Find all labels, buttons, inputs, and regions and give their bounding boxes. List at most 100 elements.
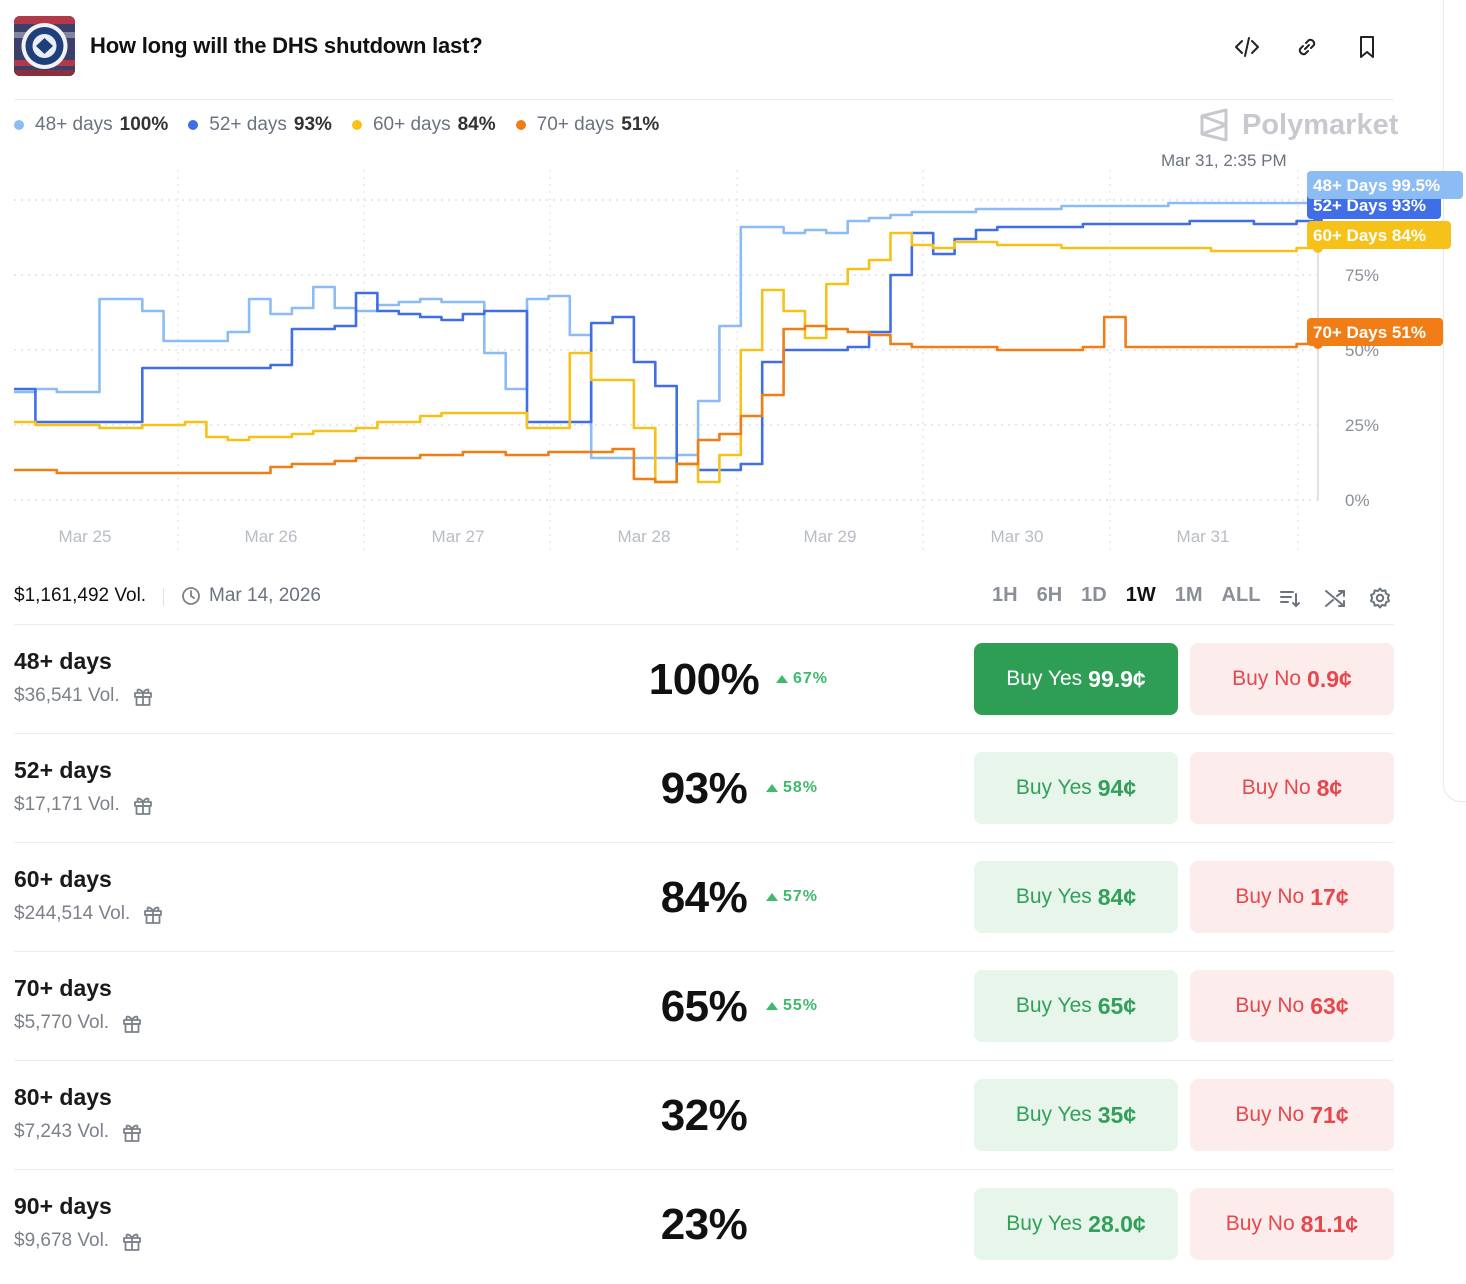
buy-no-button[interactable]: Buy No 8¢ bbox=[1190, 752, 1394, 824]
buy-no-price: 8¢ bbox=[1316, 774, 1343, 801]
outcome-name: 48+ days bbox=[14, 648, 112, 674]
change-indicator: 55% bbox=[766, 997, 818, 1015]
series-line bbox=[14, 219, 1318, 472]
buy-no-label: Buy No bbox=[1241, 776, 1311, 799]
clock-icon bbox=[182, 587, 200, 605]
up-arrow-icon bbox=[776, 675, 788, 683]
embed-code-icon[interactable] bbox=[1232, 32, 1262, 62]
hover-timestamp: Mar 31, 2:35 PM bbox=[1161, 151, 1287, 170]
outcome-probability: 23% bbox=[660, 1200, 748, 1249]
outcome-row[interactable]: 48+ days $36,541 Vol. 100% 67% Buy Yes 99.9¢ B… bbox=[14, 624, 1394, 734]
outcome-probability: 65% bbox=[660, 982, 748, 1031]
range-1m[interactable]: 1M bbox=[1174, 584, 1203, 606]
outcome-volume-line: $9,678 Vol. bbox=[14, 1230, 143, 1252]
change-indicator: 57% bbox=[766, 888, 818, 906]
end-date: Mar 14, 2026 bbox=[181, 585, 321, 607]
outcome-volume: $5,770 Vol. bbox=[14, 1012, 110, 1033]
up-arrow-icon bbox=[766, 784, 778, 792]
outcome-name: 80+ days bbox=[14, 1084, 112, 1110]
settings-gear-icon[interactable] bbox=[1366, 584, 1394, 612]
buy-yes-button[interactable]: Buy Yes 28.0¢ bbox=[974, 1188, 1178, 1260]
buy-no-button[interactable]: Buy No 17¢ bbox=[1190, 861, 1394, 933]
buy-yes-button[interactable]: Buy Yes 84¢ bbox=[974, 861, 1178, 933]
outcome-name: 52+ days bbox=[14, 757, 112, 783]
legend-value: 51% bbox=[621, 114, 660, 135]
outcome-row[interactable]: 52+ days $17,171 Vol. 93% 58% Buy Yes 94¢ Buy … bbox=[14, 733, 1394, 843]
x-tick-label: Mar 27 bbox=[432, 527, 485, 546]
buy-no-button[interactable]: Buy No 63¢ bbox=[1190, 970, 1394, 1042]
buy-no-price: 63¢ bbox=[1310, 992, 1349, 1019]
x-tick-label: Mar 29 bbox=[804, 527, 857, 546]
buy-no-label: Buy No bbox=[1235, 1103, 1305, 1126]
gift-icon[interactable] bbox=[121, 1121, 143, 1143]
outcome-name: 90+ days bbox=[14, 1193, 112, 1219]
series-end-tag-label: 48+ Days 99.5% bbox=[1313, 176, 1440, 195]
buy-no-button[interactable]: Buy No 0.9¢ bbox=[1190, 643, 1394, 715]
buy-yes-label: Buy Yes bbox=[1015, 994, 1092, 1017]
buy-yes-button[interactable]: Buy Yes 65¢ bbox=[974, 970, 1178, 1042]
legend-dot bbox=[14, 120, 24, 130]
legend-item: 52+ days 93% bbox=[188, 114, 332, 136]
gift-icon[interactable] bbox=[132, 685, 154, 707]
bookmark-icon[interactable] bbox=[1352, 32, 1382, 62]
legend-label: 48+ days bbox=[35, 114, 113, 135]
range-6h[interactable]: 6H bbox=[1036, 584, 1063, 606]
outcome-volume: $244,514 Vol. bbox=[14, 903, 131, 924]
buy-yes-button[interactable]: Buy Yes 94¢ bbox=[974, 752, 1178, 824]
link-icon[interactable] bbox=[1292, 32, 1322, 62]
series-end-tag-label: 70+ Days 51% bbox=[1313, 323, 1426, 342]
series-line bbox=[14, 201, 1320, 460]
outcome-row[interactable]: 60+ days $244,514 Vol. 84% 57% Buy Yes 84¢ Buy… bbox=[14, 842, 1394, 952]
outcome-row[interactable]: 90+ days $9,678 Vol. 23% Buy Yes 28.0¢ Buy No… bbox=[14, 1169, 1394, 1279]
outcome-volume-line: $17,171 Vol. bbox=[14, 794, 154, 816]
buy-yes-label: Buy Yes bbox=[1015, 1103, 1092, 1126]
outcome-row[interactable]: 80+ days $7,243 Vol. 32% Buy Yes 35¢ Buy No 71… bbox=[14, 1060, 1394, 1170]
outcome-row[interactable]: 70+ days $5,770 Vol. 65% 55% Buy Yes 65¢ Buy N… bbox=[14, 951, 1394, 1061]
series-line bbox=[14, 231, 1318, 484]
buy-no-button[interactable]: Buy No 81.1¢ bbox=[1190, 1188, 1394, 1260]
series-line bbox=[14, 315, 1318, 484]
buy-no-button[interactable]: Buy No 71¢ bbox=[1190, 1079, 1394, 1151]
sort-lines-icon[interactable] bbox=[1276, 584, 1304, 612]
header-divider bbox=[14, 99, 1394, 100]
shuffle-icon[interactable] bbox=[1321, 584, 1349, 612]
range-1h[interactable]: 1H bbox=[992, 584, 1018, 606]
outcome-probability: 93% bbox=[660, 764, 748, 813]
change-value: 67% bbox=[793, 670, 829, 687]
gift-icon[interactable] bbox=[132, 794, 154, 816]
outcome-volume: $7,243 Vol. bbox=[14, 1121, 110, 1142]
range-all[interactable]: ALL bbox=[1221, 584, 1261, 606]
market-logo bbox=[14, 16, 75, 76]
buy-no-price: 17¢ bbox=[1310, 883, 1349, 910]
range-1d[interactable]: 1D bbox=[1081, 584, 1107, 606]
outcome-volume-line: $5,770 Vol. bbox=[14, 1012, 143, 1034]
buy-yes-label: Buy Yes bbox=[1015, 885, 1092, 908]
change-value: 55% bbox=[783, 997, 819, 1014]
series-end-tag-label: 60+ Days 84% bbox=[1313, 226, 1426, 245]
x-tick-label: Mar 28 bbox=[618, 527, 671, 546]
change-indicator: 58% bbox=[766, 779, 818, 797]
buy-yes-price: 94¢ bbox=[1097, 774, 1137, 801]
gift-icon[interactable] bbox=[121, 1230, 143, 1252]
buy-yes-button[interactable]: Buy Yes 99.9¢ bbox=[974, 643, 1178, 715]
outcome-volume: $9,678 Vol. bbox=[14, 1230, 110, 1251]
legend-dot bbox=[351, 120, 362, 130]
up-arrow-icon bbox=[766, 893, 778, 901]
gift-icon[interactable] bbox=[121, 1012, 143, 1034]
buy-yes-price: 28.0¢ bbox=[1088, 1210, 1146, 1237]
outcome-volume-line: $36,541 Vol. bbox=[14, 685, 154, 707]
buy-yes-button[interactable]: Buy Yes 35¢ bbox=[974, 1079, 1178, 1151]
polymarket-logo-icon bbox=[1200, 108, 1228, 142]
change-value: 57% bbox=[783, 888, 819, 905]
change-value: 58% bbox=[783, 779, 819, 796]
range-1w[interactable]: 1W bbox=[1125, 584, 1156, 606]
total-volume: $1,161,492 Vol. bbox=[14, 585, 147, 606]
gift-icon[interactable] bbox=[142, 903, 164, 925]
polymarket-watermark: Polymarket bbox=[1198, 108, 1398, 142]
buy-yes-price: 84¢ bbox=[1097, 883, 1137, 910]
legend-value: 100% bbox=[119, 114, 169, 135]
buy-no-label: Buy No bbox=[1232, 667, 1302, 690]
price-history-chart[interactable]: Mar 25 Mar 26 Mar 27 Mar 28 Mar 29 Mar 30 Mar … bbox=[0, 165, 1466, 565]
buy-yes-label: Buy Yes bbox=[1006, 1212, 1083, 1235]
stats-separator bbox=[163, 588, 164, 606]
